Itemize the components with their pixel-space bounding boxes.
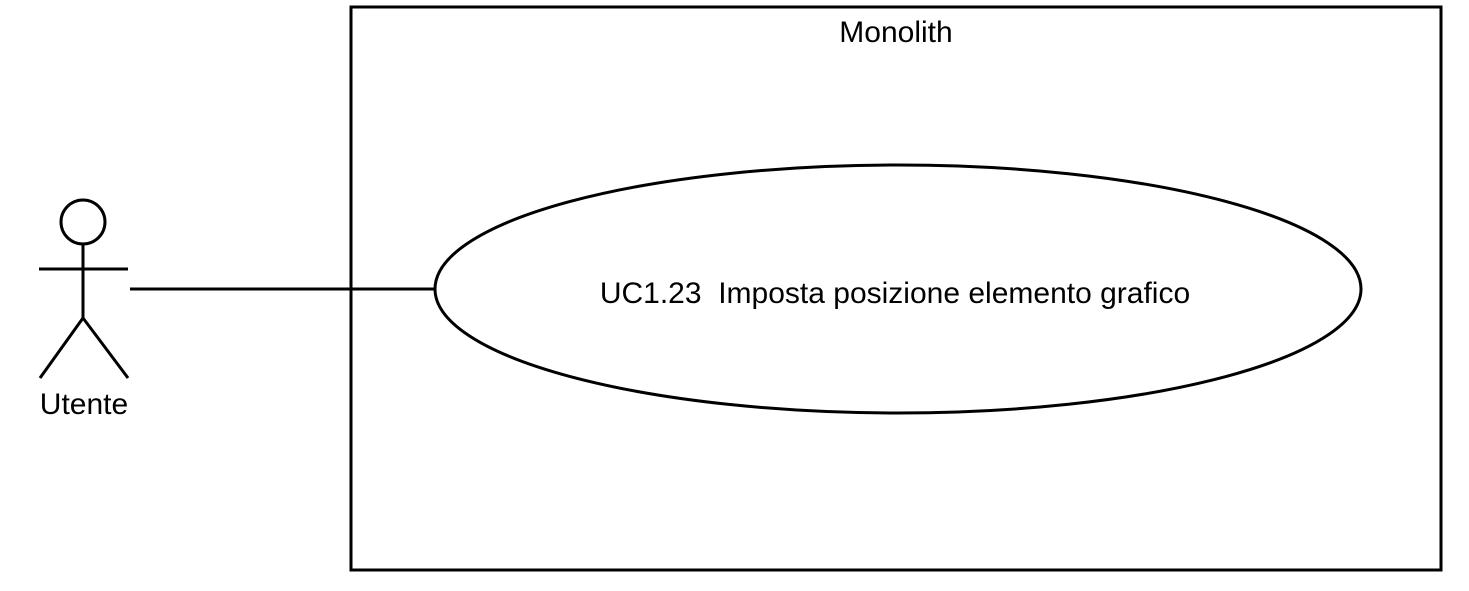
actor-name: Utente: [40, 388, 128, 421]
stick-figure-icon: [38, 198, 130, 379]
actor-head: [59, 198, 107, 246]
use-case-label: UC1.23 Imposta posizione elemento grafic…: [600, 277, 1190, 310]
actor-left-leg: [38, 317, 85, 379]
actor-utente: Utente: [38, 198, 130, 421]
system-title: Monolith: [839, 16, 952, 49]
actor-right-leg: [81, 317, 130, 379]
use-case-uc1-23: UC1.23 Imposta posizione elemento grafic…: [433, 163, 1363, 415]
use-case-ellipse: [433, 163, 1363, 415]
